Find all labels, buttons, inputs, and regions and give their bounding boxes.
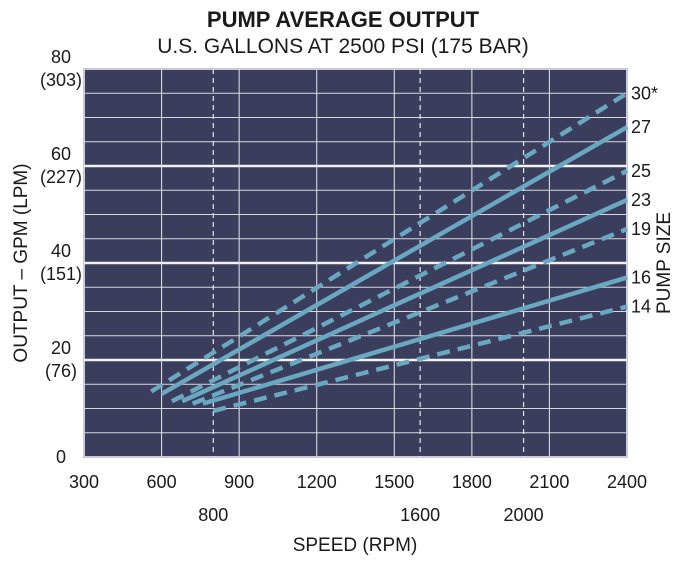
series-label-27: 27 <box>631 117 651 137</box>
y-tick-label-gpm: 0 <box>56 447 66 467</box>
series-line-23 <box>181 197 628 404</box>
series-labels: 30* 27 25 23 19 16 14 <box>631 83 658 316</box>
x-tick-label: 2400 <box>607 472 647 492</box>
x-tick-label: 1800 <box>452 472 492 492</box>
y-tick-labels: 0 20 (76) 40 (151) 60 (227) 80 (303) <box>40 47 82 467</box>
series-line-25 <box>170 168 629 404</box>
y-tick-label-lpm: (303) <box>40 70 82 90</box>
y-tick-label-gpm: 80 <box>51 47 71 67</box>
y-tick-label-gpm: 20 <box>51 338 71 358</box>
x-tick-labels-secondary: 800 1600 2000 <box>198 505 543 525</box>
series-label-16: 16 <box>631 268 651 288</box>
pump-size-axis-label: PUMP SIZE <box>654 212 675 314</box>
series-lines <box>150 91 629 414</box>
x-axis-label: SPEED (RPM) <box>293 535 418 556</box>
series-label-30: 30* <box>631 83 658 103</box>
chart-subtitle: U.S. GALLONS AT 2500 PSI (175 BAR) <box>157 35 529 58</box>
series-label-23: 23 <box>631 190 651 210</box>
y-tick-label-gpm: 60 <box>51 144 71 164</box>
series-line-27 <box>160 125 629 396</box>
x-tick-label-secondary: 800 <box>198 505 228 525</box>
y-axis-label: OUTPUT – GPM (LPM) <box>11 163 32 362</box>
series-line-14 <box>212 304 628 414</box>
x-tick-label: 2100 <box>529 472 569 492</box>
y-tick-label-lpm: (227) <box>40 167 82 187</box>
series-line-19 <box>191 226 628 406</box>
x-tick-labels: 300 600 900 1200 1500 1800 2100 2400 <box>69 472 647 492</box>
x-tick-label: 1500 <box>374 472 414 492</box>
y-tick-label-lpm: (76) <box>45 361 77 381</box>
series-line-16 <box>202 275 628 406</box>
x-tick-label: 600 <box>147 472 177 492</box>
x-tick-label-secondary: 2000 <box>504 505 544 525</box>
series-line-30 <box>150 91 629 394</box>
x-tick-label: 900 <box>224 472 254 492</box>
series-label-19: 19 <box>631 219 651 239</box>
x-tick-label: 1200 <box>297 472 337 492</box>
x-tick-label: 300 <box>69 472 99 492</box>
x-tick-label-secondary: 1600 <box>400 505 440 525</box>
chart-title: PUMP AVERAGE OUTPUT <box>207 7 480 32</box>
series-label-14: 14 <box>631 297 651 317</box>
series-label-25: 25 <box>631 161 651 181</box>
y-tick-label-lpm: (151) <box>40 264 82 284</box>
y-tick-label-gpm: 40 <box>51 241 71 261</box>
